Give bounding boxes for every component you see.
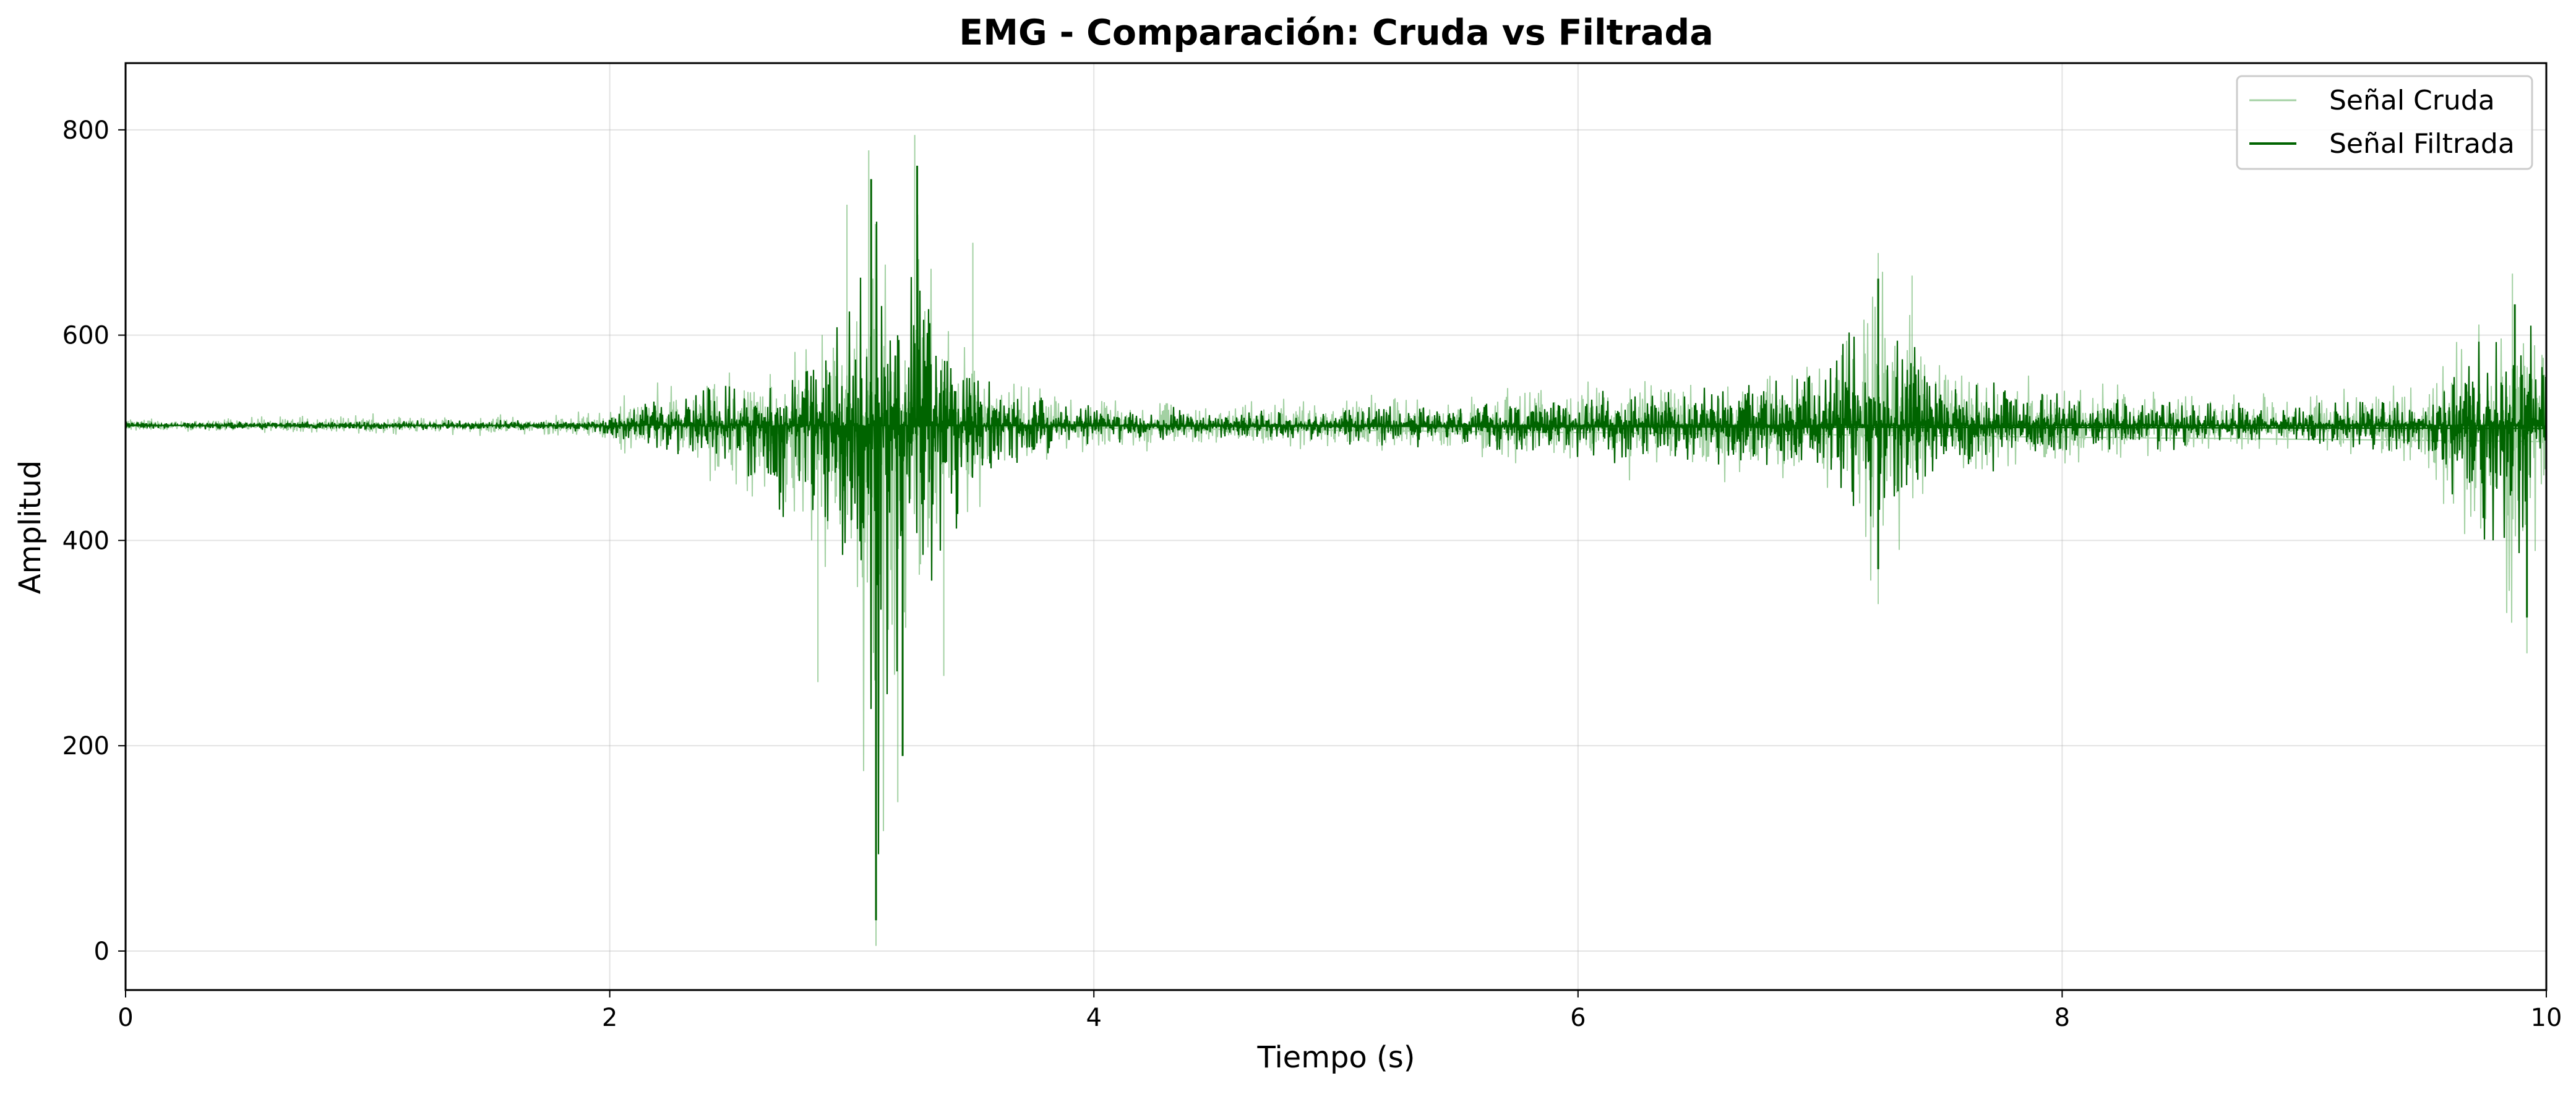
x-tick-label: 8 (2054, 1004, 2070, 1032)
grid (125, 63, 2547, 990)
series-filtered-line (126, 214, 2546, 855)
x-tick-label: 0 (118, 1004, 133, 1032)
y-tick-label: 200 (62, 732, 109, 760)
legend-label-raw: Señal Cruda (2329, 85, 2495, 116)
x-axis-label: Tiempo (s) (1256, 1040, 1415, 1075)
series-layer (126, 135, 2546, 946)
x-tick-label: 10 (2531, 1004, 2562, 1032)
y-tick-label: 400 (62, 527, 109, 555)
plot-frame (124, 62, 2548, 991)
y-axis-label: Amplitud (13, 460, 48, 594)
x-tick-label: 6 (1570, 1004, 1586, 1032)
y-tick-label: 800 (62, 116, 109, 145)
x-tick-label: 4 (1086, 1004, 1101, 1032)
y-tick-label: 600 (62, 322, 109, 350)
x-tick-label: 2 (602, 1004, 617, 1032)
chart-title: EMG - Comparación: Cruda vs Filtrada (959, 12, 1713, 53)
legend-box (2236, 75, 2533, 170)
y-tick-label: 0 (94, 937, 109, 966)
series-raw-line (126, 223, 2546, 832)
legend: Señal Cruda Señal Filtrada (2236, 75, 2533, 170)
legend-label-filtered: Señal Filtrada (2329, 128, 2515, 160)
plot-area (126, 135, 2546, 946)
ticks: 0 2 4 6 8 10 0 200 400 600 800 (62, 116, 2562, 1032)
